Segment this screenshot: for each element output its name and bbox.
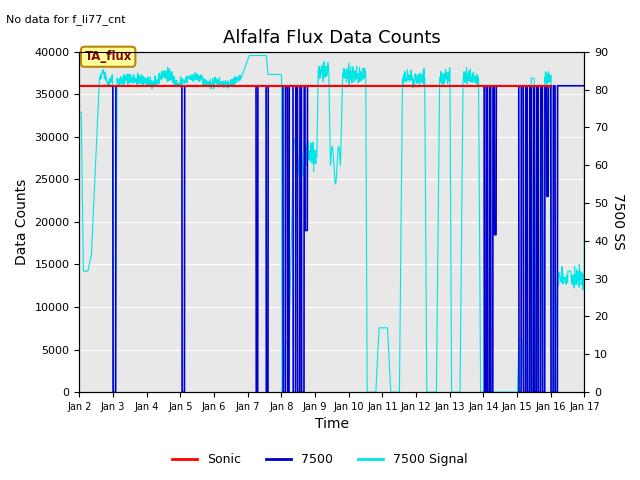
Text: TA_flux: TA_flux: [84, 50, 132, 63]
Y-axis label: Data Counts: Data Counts: [15, 179, 29, 265]
Title: Alfalfa Flux Data Counts: Alfalfa Flux Data Counts: [223, 29, 441, 48]
Y-axis label: 7500 SS: 7500 SS: [611, 193, 625, 251]
Legend: Sonic, 7500, 7500 Signal: Sonic, 7500, 7500 Signal: [167, 448, 473, 471]
X-axis label: Time: Time: [315, 418, 349, 432]
Text: No data for f_li77_cnt: No data for f_li77_cnt: [6, 14, 126, 25]
